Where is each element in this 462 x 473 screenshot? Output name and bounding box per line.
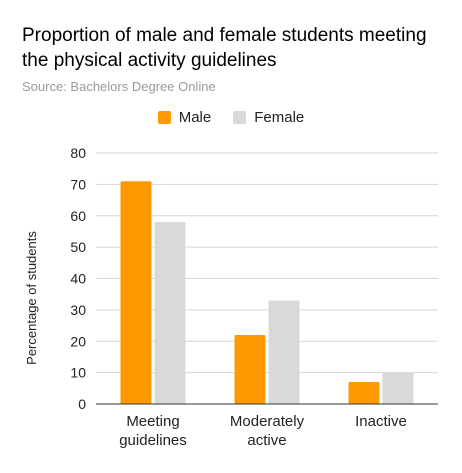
y-axis-label: Percentage of students [24,231,39,365]
category-label: Moderately active [230,413,305,449]
y-tick-label: 10 [70,365,86,381]
y-tick-label: 0 [78,396,86,412]
y-tick-labels: 0 10 20 30 40 50 60 70 80 [70,145,86,412]
grid-lines [96,152,438,374]
legend: Male Female [0,109,462,126]
legend-swatch-female [233,111,247,124]
bar-female-0 [154,222,186,404]
legend-item-female: Female [233,109,304,126]
y-tick-label: 20 [70,333,86,349]
bar-female-1 [268,300,300,404]
legend-label-male: Male [178,109,212,126]
category-labels: Meeting guidelines Moderately active Inactiv… [119,413,407,449]
chart-subtitle: Source: Bachelors Degree Online [22,79,216,94]
bars [120,181,414,404]
y-tick-label: 70 [70,176,86,192]
bar-male-0 [120,181,152,404]
bar-male-2 [348,382,380,404]
y-tick-label: 60 [70,208,86,224]
legend-swatch-male [157,111,171,124]
y-tick-label: 30 [70,302,86,318]
y-tick-label: 50 [70,239,86,255]
bar-female-2 [382,372,414,404]
y-tick-label: 80 [70,145,86,161]
legend-label-female: Female [254,109,305,126]
y-tick-label: 40 [70,271,86,287]
bar-male-1 [234,334,266,404]
category-label: Meeting guidelines [119,413,187,449]
legend-item-male: Male [157,109,212,126]
chart-title: Proportion of male and female students m… [22,25,427,71]
category-label: Inactive [355,413,407,430]
